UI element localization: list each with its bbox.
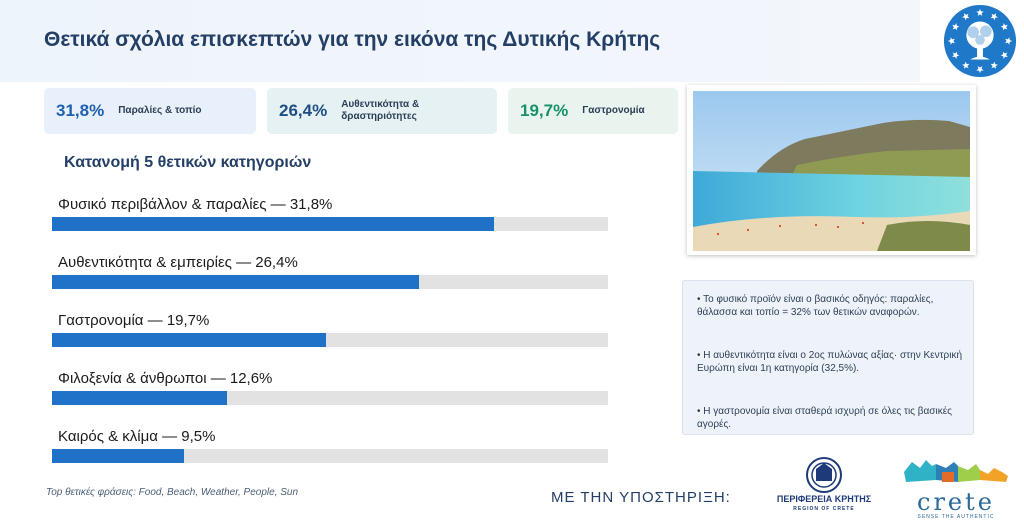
bar-track	[52, 275, 608, 289]
bar-track	[52, 449, 608, 463]
star-icon	[976, 8, 984, 16]
star-icon	[962, 61, 970, 69]
kpi-card-beaches: 31,8% Παραλίες & τοπίο	[44, 88, 256, 134]
bar	[52, 449, 185, 463]
star-icon	[1000, 51, 1008, 59]
star-icon	[952, 23, 960, 31]
crete-tagline: SENSE THE AUTHENTIC	[917, 514, 995, 520]
chart-title: Κατανομή 5 θετικών κατηγοριών	[64, 154, 312, 171]
bar	[52, 217, 495, 231]
kpi-label: Αυθεντικότητα & δραστηριότητες	[341, 99, 420, 122]
kpi-card-gastronomy: 19,7% Γαστρονομία	[508, 88, 678, 134]
insight-text: • Η αυθεντικότητα είναι ο 2ος πυλώνας αξ…	[697, 350, 963, 374]
crete-brand-logo: crete SENSE THE AUTHENTIC	[896, 452, 1016, 522]
kpi-label: Παραλίες & τοπίο	[118, 105, 202, 116]
star-icon	[1005, 37, 1013, 45]
header-banner: Θετικά σχόλια επισκεπτών για την εικόνα …	[0, 0, 920, 82]
kpi-card-authenticity: 26,4% Αυθεντικότητα & δραστηριότητες	[267, 88, 497, 134]
beach-landscape-photo	[687, 85, 976, 255]
star-icon	[947, 37, 955, 45]
region-name: ΠΕΡΙΦΕΡΕΙΑ ΚΡΗΤΗΣ	[776, 494, 872, 504]
kpi-label: Γαστρονομία	[582, 105, 645, 116]
kpi-value: 26,4%	[279, 101, 328, 120]
region-emblem-icon	[806, 457, 842, 493]
region-subtitle: REGION OF CRETE	[793, 506, 855, 512]
bar-label: Φυσικό περιβάλλον & παραλίες — 31,8%	[58, 196, 333, 213]
top-phrases-note: Top θετικές φράσεις: Food, Beach, Weathe…	[46, 487, 299, 498]
bar-track	[52, 391, 608, 405]
insight-text: • Το φυσικό προϊόν είναι ο βασικός οδηγό…	[697, 294, 934, 318]
star-icon	[952, 51, 960, 59]
bar-label: Αυθεντικότητα & εμπειρίες — 26,4%	[58, 254, 298, 271]
region-of-crete-logo: ΠΕΡΙΦΕΡΕΙΑ ΚΡΗΤΗΣ REGION OF CRETE	[768, 455, 880, 517]
support-label: ΜΕ ΤΗΝ ΥΠΟΣΤΗΡΙΞΗ:	[551, 489, 731, 506]
kpi-value: 31,8%	[56, 101, 105, 120]
crete-wordmark: crete	[917, 488, 995, 516]
bar-track	[52, 333, 608, 347]
bar	[52, 275, 419, 289]
star-icon	[990, 61, 998, 69]
bar-track	[52, 217, 608, 231]
insight-text: • Η γαστρονομία είναι σταθερά ισχυρή σε …	[697, 406, 952, 430]
star-icon	[990, 13, 998, 21]
bar	[52, 391, 228, 405]
page-title: Θετικά σχόλια επισκεπτών για την εικόνα …	[44, 28, 661, 51]
star-icon	[962, 13, 970, 21]
star-icon	[976, 66, 984, 74]
bar-label: Φιλοξενία & άνθρωποι — 12,6%	[58, 370, 273, 387]
bar-label: Καιρός & κλίμα — 9,5%	[58, 428, 216, 445]
crete-island-icon	[904, 460, 1008, 482]
eu-emblem-tree-icon	[941, 3, 1019, 79]
bar-label: Γαστρονομία — 19,7%	[58, 312, 210, 329]
kpi-value: 19,7%	[520, 101, 569, 120]
insights-panel: • Το φυσικό προϊόν είναι ο βασικός οδηγό…	[682, 280, 974, 435]
star-icon	[1000, 23, 1008, 31]
bar	[52, 333, 326, 347]
